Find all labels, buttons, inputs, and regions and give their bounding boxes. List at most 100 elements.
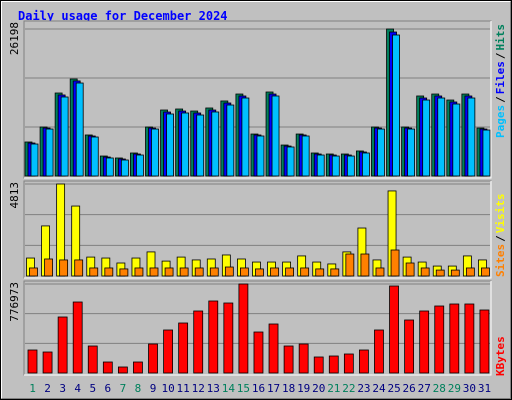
legend-entry: Files bbox=[494, 61, 507, 94]
bar bbox=[102, 361, 113, 374]
bar bbox=[271, 95, 280, 177]
x-tick-label: 2 bbox=[44, 382, 51, 395]
x-tick-label: 1 bbox=[29, 382, 36, 395]
x-tick-label: 13 bbox=[207, 382, 220, 395]
bar bbox=[285, 267, 294, 277]
bar bbox=[452, 103, 461, 177]
bar bbox=[255, 268, 264, 277]
bar bbox=[482, 129, 491, 177]
bar bbox=[315, 268, 325, 277]
bar bbox=[163, 329, 173, 374]
bar bbox=[359, 349, 369, 374]
bar bbox=[328, 355, 339, 374]
bar bbox=[136, 154, 144, 177]
bar bbox=[59, 259, 69, 277]
bar bbox=[241, 97, 250, 177]
x-tick-label: 21 bbox=[327, 382, 340, 395]
bar bbox=[89, 267, 99, 277]
bar bbox=[345, 253, 355, 277]
legend-entry: Sites bbox=[494, 244, 507, 277]
y-tick-label: 776973 bbox=[8, 282, 21, 322]
x-tick-label: 9 bbox=[150, 382, 157, 395]
x-tick-label: 24 bbox=[372, 382, 386, 395]
bar bbox=[465, 267, 475, 277]
bar bbox=[298, 343, 309, 374]
bar bbox=[226, 104, 235, 177]
bar bbox=[74, 259, 84, 277]
bar bbox=[75, 82, 84, 177]
bar bbox=[57, 316, 68, 374]
bar bbox=[181, 112, 190, 177]
x-tick-label: 17 bbox=[267, 382, 280, 395]
bar bbox=[253, 331, 264, 374]
bar bbox=[420, 267, 430, 277]
bar bbox=[29, 267, 38, 277]
bar bbox=[407, 128, 416, 177]
bar bbox=[208, 300, 219, 374]
x-tick-label: 26 bbox=[403, 382, 416, 395]
legend-entry: Visits bbox=[494, 194, 507, 234]
x-tick-label: 30 bbox=[463, 382, 476, 395]
x-tick-label: 10 bbox=[161, 382, 174, 395]
legend-separator: / bbox=[494, 235, 507, 242]
bar bbox=[87, 345, 98, 374]
bar bbox=[27, 349, 38, 374]
bar bbox=[467, 97, 476, 177]
legend-entry: KBytes bbox=[494, 336, 507, 376]
bar bbox=[209, 267, 219, 277]
bar bbox=[120, 159, 129, 177]
bar bbox=[450, 269, 460, 277]
legend-separator: / bbox=[494, 52, 507, 59]
bar bbox=[134, 267, 144, 277]
bar bbox=[104, 267, 114, 277]
bar bbox=[375, 267, 385, 277]
x-tick-label: 23 bbox=[357, 382, 370, 395]
bar bbox=[392, 34, 400, 177]
x-tick-label: 25 bbox=[387, 382, 400, 395]
bar bbox=[166, 113, 174, 177]
bar bbox=[464, 303, 475, 374]
bar bbox=[45, 128, 54, 177]
x-tick-label: 31 bbox=[478, 382, 491, 395]
bar bbox=[268, 323, 279, 374]
bar bbox=[481, 267, 490, 277]
bar bbox=[151, 128, 159, 177]
legend-entry: Hits bbox=[494, 24, 507, 51]
bar bbox=[330, 268, 340, 277]
bar bbox=[105, 157, 114, 177]
y-tick-label: 4813 bbox=[8, 182, 21, 209]
x-tick-label: 22 bbox=[342, 382, 355, 395]
bar bbox=[270, 267, 279, 277]
legend-entry: Pages bbox=[494, 105, 507, 138]
bar bbox=[390, 249, 400, 277]
x-tick-label: 15 bbox=[237, 382, 250, 395]
bar bbox=[422, 99, 431, 177]
bar bbox=[435, 269, 445, 277]
bar bbox=[194, 267, 204, 277]
bar bbox=[283, 345, 294, 374]
bar bbox=[224, 266, 234, 277]
bar bbox=[343, 353, 354, 374]
bar bbox=[301, 135, 310, 177]
bar bbox=[362, 152, 370, 177]
bar bbox=[42, 351, 53, 374]
x-tick-label: 7 bbox=[120, 382, 127, 395]
bar bbox=[389, 285, 399, 374]
panel-bevel bbox=[24, 21, 492, 179]
legend: Pages/Files/Hits bbox=[494, 24, 507, 138]
bar bbox=[196, 114, 205, 177]
bar bbox=[44, 258, 53, 277]
panel-bevel bbox=[24, 281, 492, 376]
y-tick-label: 26198 bbox=[8, 22, 21, 55]
x-tick-label: 3 bbox=[59, 382, 66, 395]
x-tick-label: 4 bbox=[74, 382, 81, 395]
chart-title: Daily usage for December 2024 bbox=[18, 9, 228, 23]
bar bbox=[286, 146, 295, 177]
bar bbox=[360, 253, 370, 277]
bar bbox=[133, 361, 143, 374]
x-tick-label: 11 bbox=[177, 382, 190, 395]
x-tick-label: 14 bbox=[222, 382, 236, 395]
bar bbox=[449, 303, 460, 374]
bar bbox=[331, 155, 340, 177]
